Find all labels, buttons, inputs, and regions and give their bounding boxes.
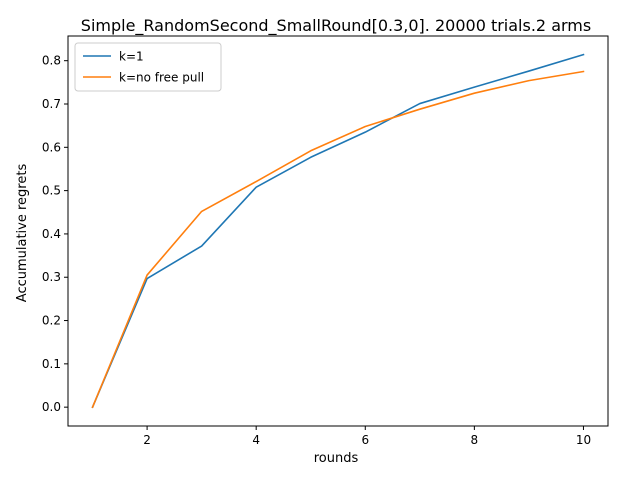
x-axis-label: rounds xyxy=(314,451,359,466)
y-tick-label: 0.7 xyxy=(42,97,61,111)
y-tick-label: 0.6 xyxy=(42,140,61,154)
y-tick-label: 0.8 xyxy=(42,54,61,68)
y-tick-label: 0.0 xyxy=(42,400,61,414)
legend: k=1 k=no free pull xyxy=(74,42,222,92)
y-tick-label: 0.1 xyxy=(42,357,61,371)
series-line-k-1 xyxy=(91,53,585,409)
y-tick-label: 0.2 xyxy=(42,314,61,328)
plot-frame xyxy=(67,35,609,427)
y-axis: 0.0 0.1 0.2 0.3 0.4 0.5 0.6 0.7 0.8 xyxy=(42,54,68,414)
x-tick-label: 10 xyxy=(576,433,591,447)
y-axis-label: Accumulative regrets xyxy=(15,164,30,303)
legend-label: k=1 xyxy=(119,50,144,64)
legend-label: k=no free pull xyxy=(119,71,204,85)
series-line-k-no-free-pull xyxy=(91,70,585,409)
y-tick-label: 0.4 xyxy=(42,227,61,241)
x-tick-label: 6 xyxy=(361,433,369,447)
legend-box xyxy=(74,42,222,92)
y-tick-label: 0.3 xyxy=(42,270,61,284)
x-tick-label: 2 xyxy=(143,433,151,447)
chart-title: Simple_RandomSecond_SmallRound[0.3,0]. 2… xyxy=(81,16,591,36)
y-tick-label: 0.5 xyxy=(42,184,61,198)
series-layer xyxy=(91,53,585,409)
x-tick-label: 4 xyxy=(252,433,260,447)
x-axis: 2 4 6 8 10 xyxy=(143,426,591,447)
x-tick-label: 8 xyxy=(471,433,479,447)
plot-area xyxy=(67,35,609,427)
